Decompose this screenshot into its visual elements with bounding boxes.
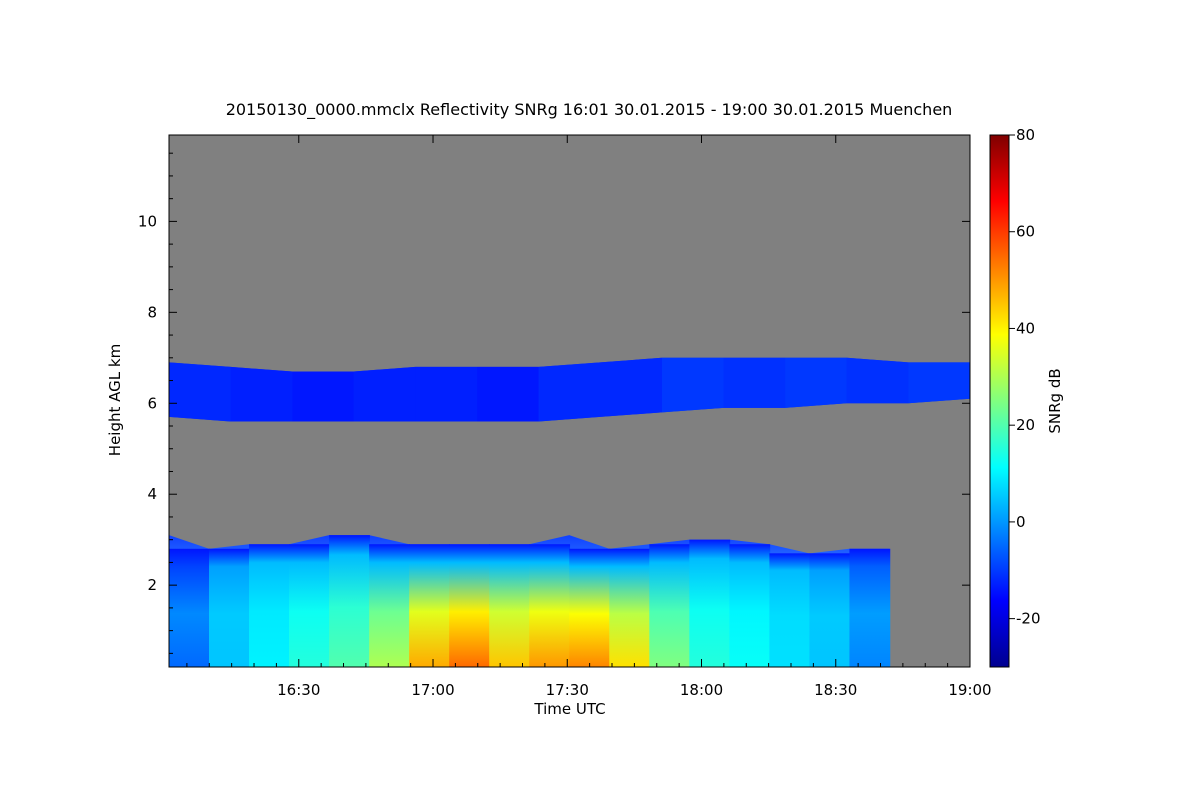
chart-title: 20150130_0000.mmclx Reflectivity SNRg 16… [226,100,953,120]
precip-column [769,553,811,667]
precip-column [369,544,410,667]
colorbar-tick-label: -20 [1016,610,1041,628]
precip-column [409,544,450,667]
x-tick-label: 17:00 [411,681,454,699]
precip-column [449,544,491,667]
colorbar [989,134,1010,668]
colorbar-tick-label: 20 [1016,416,1035,434]
precip-column [489,544,531,667]
upper-layer-segment [600,357,662,417]
upper-layer-segment [846,357,909,404]
precip-column [289,544,330,667]
upper-layer-segment [723,357,786,408]
precip-column [169,548,210,667]
colorbar-axis: -20 0 20 40 60 80 [1009,126,1041,628]
y-tick-label: 2 [147,576,157,594]
precip-column [569,548,611,667]
x-tick-label: 17:30 [546,681,589,699]
precip-column [809,553,851,667]
x-tick-label: 16:30 [277,681,320,699]
x-tick-label: 18:00 [680,681,723,699]
y-tick-label: 8 [147,303,157,321]
data-layers [169,357,970,667]
precip-column [529,544,571,667]
upper-layer-segment [292,371,354,422]
precip-column [249,544,290,667]
x-tick-label: 18:30 [814,681,857,699]
precip-column [649,544,691,667]
y-axis-label: Height AGL km [106,344,124,456]
upper-layer-segment [415,366,478,422]
upper-layer-segment [169,362,231,422]
colorbar-label: SNRg dB [1046,368,1064,433]
x-tick-label: 19:00 [948,681,991,699]
colorbar-tick-label: 80 [1016,126,1035,144]
precip-column [329,535,370,667]
x-axis-label: Time UTC [533,700,605,718]
precip-column [849,548,891,667]
upper-layer-segment [353,366,416,422]
upper-layer-segment [477,366,539,422]
y-axis: 2 4 6 8 10 [138,152,970,654]
precip-column [729,544,771,667]
y-tick-label: 4 [147,485,157,503]
upper-layer-segment [908,362,970,404]
upper-layer-segment [661,357,724,413]
colorbar-tick-label: 60 [1016,223,1035,241]
precip-column [689,539,731,667]
upper-layer-segment [785,357,847,408]
y-tick-label: 6 [147,394,157,412]
upper-layer-segment [230,366,293,422]
plot-frame [168,134,971,668]
colorbar-tick-label: 0 [1016,513,1026,531]
precip-column [209,548,250,667]
x-axis: 16:30 17:00 17:30 18:00 18:30 19:00 [186,135,992,699]
precip-column [609,548,651,667]
colorbar-tick-label: 40 [1016,319,1035,337]
upper-layer-segment [538,362,601,422]
y-tick-label: 10 [138,212,157,230]
